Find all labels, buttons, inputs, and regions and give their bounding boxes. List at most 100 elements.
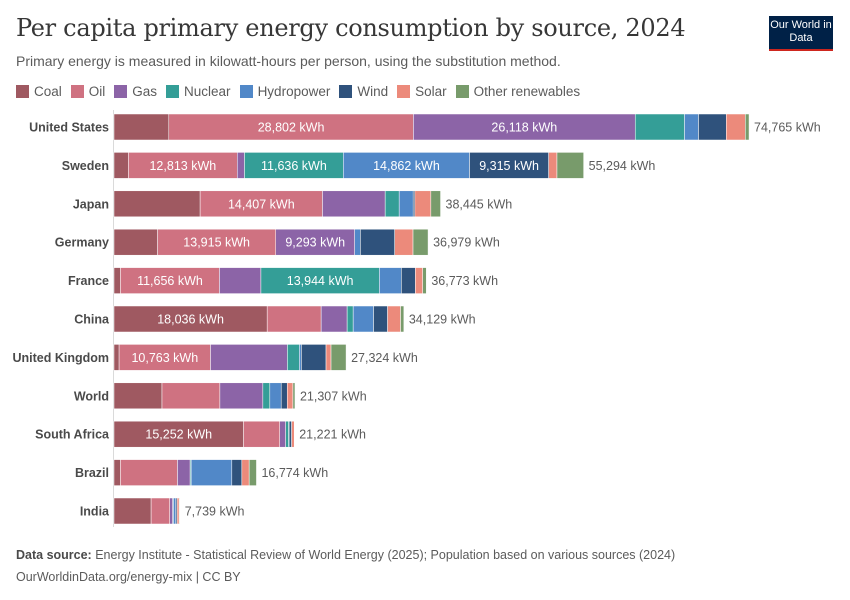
bar-segment[interactable]: [292, 382, 296, 410]
bar-segment[interactable]: [231, 459, 243, 486]
bar-segment[interactable]: [280, 382, 288, 410]
bar-segment[interactable]: [299, 344, 302, 371]
bar-segment[interactable]: [291, 420, 295, 448]
bar-segment[interactable]: [288, 420, 292, 448]
data-label: 9,293 kWh: [285, 236, 345, 250]
bar-segment[interactable]: [260, 267, 380, 294]
bar-segment[interactable]: [322, 190, 386, 218]
data-label: 13,915 kWh: [183, 236, 250, 250]
bar-segment[interactable]: [113, 305, 268, 333]
bar-segment[interactable]: [113, 190, 201, 218]
legend-item[interactable]: Other renewables: [455, 84, 580, 99]
bar-segment[interactable]: [173, 497, 177, 525]
data-label: 12,813 kWh: [149, 159, 216, 173]
bar-segment[interactable]: [210, 344, 288, 371]
bar-segment[interactable]: [398, 190, 414, 218]
bar-segment[interactable]: [346, 305, 354, 333]
bar-segment[interactable]: [113, 382, 163, 410]
data-source-label: Data source:: [16, 548, 92, 562]
bar-segment[interactable]: [414, 190, 432, 218]
bar-segment[interactable]: [394, 228, 414, 256]
legend-item[interactable]: Oil: [70, 84, 106, 99]
bar-segment[interactable]: [285, 420, 289, 448]
bar-segment[interactable]: [430, 190, 441, 218]
bar-segment[interactable]: [698, 113, 727, 141]
bar-segment[interactable]: [400, 305, 405, 333]
bar-segment[interactable]: [157, 228, 277, 256]
bar-segment[interactable]: [684, 113, 699, 141]
legend-label: Wind: [357, 84, 389, 99]
bar-segment[interactable]: [354, 228, 361, 256]
owid-logo[interactable]: Our World in Data: [769, 16, 833, 51]
legend-item[interactable]: Wind: [339, 84, 388, 99]
category-label: United Kingdom: [12, 351, 109, 365]
legend-item[interactable]: Hydropower: [239, 84, 330, 99]
legend-item[interactable]: Nuclear: [166, 84, 231, 99]
bar-segment[interactable]: [169, 497, 173, 525]
bar-segment[interactable]: [248, 459, 257, 486]
bar-segment[interactable]: [269, 382, 282, 410]
bar-segment[interactable]: [243, 420, 280, 448]
bar-segment[interactable]: [120, 459, 178, 486]
legend-item[interactable]: Gas: [114, 84, 157, 99]
legend-item[interactable]: Solar: [397, 84, 447, 99]
bar-segment[interactable]: [634, 113, 685, 141]
bar-segment[interactable]: [113, 497, 152, 525]
bar-segment[interactable]: [113, 228, 158, 256]
bar-segment[interactable]: [379, 267, 402, 294]
bar-segment[interactable]: [176, 497, 180, 525]
bar-segment[interactable]: [286, 382, 294, 410]
bar-segment[interactable]: [384, 190, 400, 218]
bar-segment[interactable]: [150, 497, 170, 525]
bar-segment[interactable]: [219, 382, 264, 410]
bar-segment[interactable]: [412, 228, 429, 256]
data-label: 10,763 kWh: [131, 351, 198, 365]
bar-segment[interactable]: [415, 267, 423, 294]
bar-segment[interactable]: [244, 152, 344, 179]
bar-segment[interactable]: [113, 420, 244, 448]
legend-label: Oil: [88, 84, 106, 99]
bar-segment[interactable]: [199, 190, 323, 218]
bar-segment[interactable]: [113, 459, 121, 486]
bar-segment[interactable]: [352, 305, 374, 333]
bar-segment[interactable]: [320, 305, 348, 333]
bar-segment[interactable]: [113, 267, 121, 294]
category-label: Japan: [73, 197, 109, 211]
total-label: 74,765 kWh: [754, 121, 821, 135]
bar-segment[interactable]: [360, 228, 395, 256]
bar-segment[interactable]: [118, 344, 211, 371]
bar-segment[interactable]: [113, 344, 120, 371]
bar-segment[interactable]: [177, 459, 191, 486]
bar-segment[interactable]: [726, 113, 746, 141]
bar-segment[interactable]: [128, 152, 238, 179]
bar-segment[interactable]: [373, 305, 388, 333]
bar-segment[interactable]: [343, 152, 470, 179]
bar-segment[interactable]: [237, 152, 245, 179]
bar-segment[interactable]: [241, 459, 250, 486]
bar-segment[interactable]: [330, 344, 347, 371]
legend-item[interactable]: Coal: [16, 84, 62, 99]
bar-segment[interactable]: [279, 420, 286, 448]
bar-segment[interactable]: [556, 152, 584, 179]
bar-segment[interactable]: [401, 267, 416, 294]
bar-segment[interactable]: [301, 344, 327, 371]
bar-segment[interactable]: [178, 497, 180, 525]
bar-segment[interactable]: [120, 267, 220, 294]
bar-segment[interactable]: [287, 344, 300, 371]
bar-segment[interactable]: [113, 113, 170, 141]
bar-segment[interactable]: [412, 190, 416, 218]
bar-segment[interactable]: [190, 459, 233, 486]
source-url[interactable]: OurWorldinData.org/energy-mix | CC BY: [16, 570, 241, 584]
bar-segment[interactable]: [548, 152, 558, 179]
bar-segment[interactable]: [219, 267, 262, 294]
bar-segment[interactable]: [168, 113, 414, 141]
bar-segment[interactable]: [325, 344, 332, 371]
bar-segment[interactable]: [113, 152, 129, 179]
bar-segment[interactable]: [745, 113, 750, 141]
bar-segment[interactable]: [266, 305, 322, 333]
bar-segment[interactable]: [422, 267, 427, 294]
bar-segment[interactable]: [161, 382, 221, 410]
bar-segment[interactable]: [262, 382, 271, 410]
bar-segment[interactable]: [387, 305, 401, 333]
bar-segment[interactable]: [275, 228, 355, 256]
